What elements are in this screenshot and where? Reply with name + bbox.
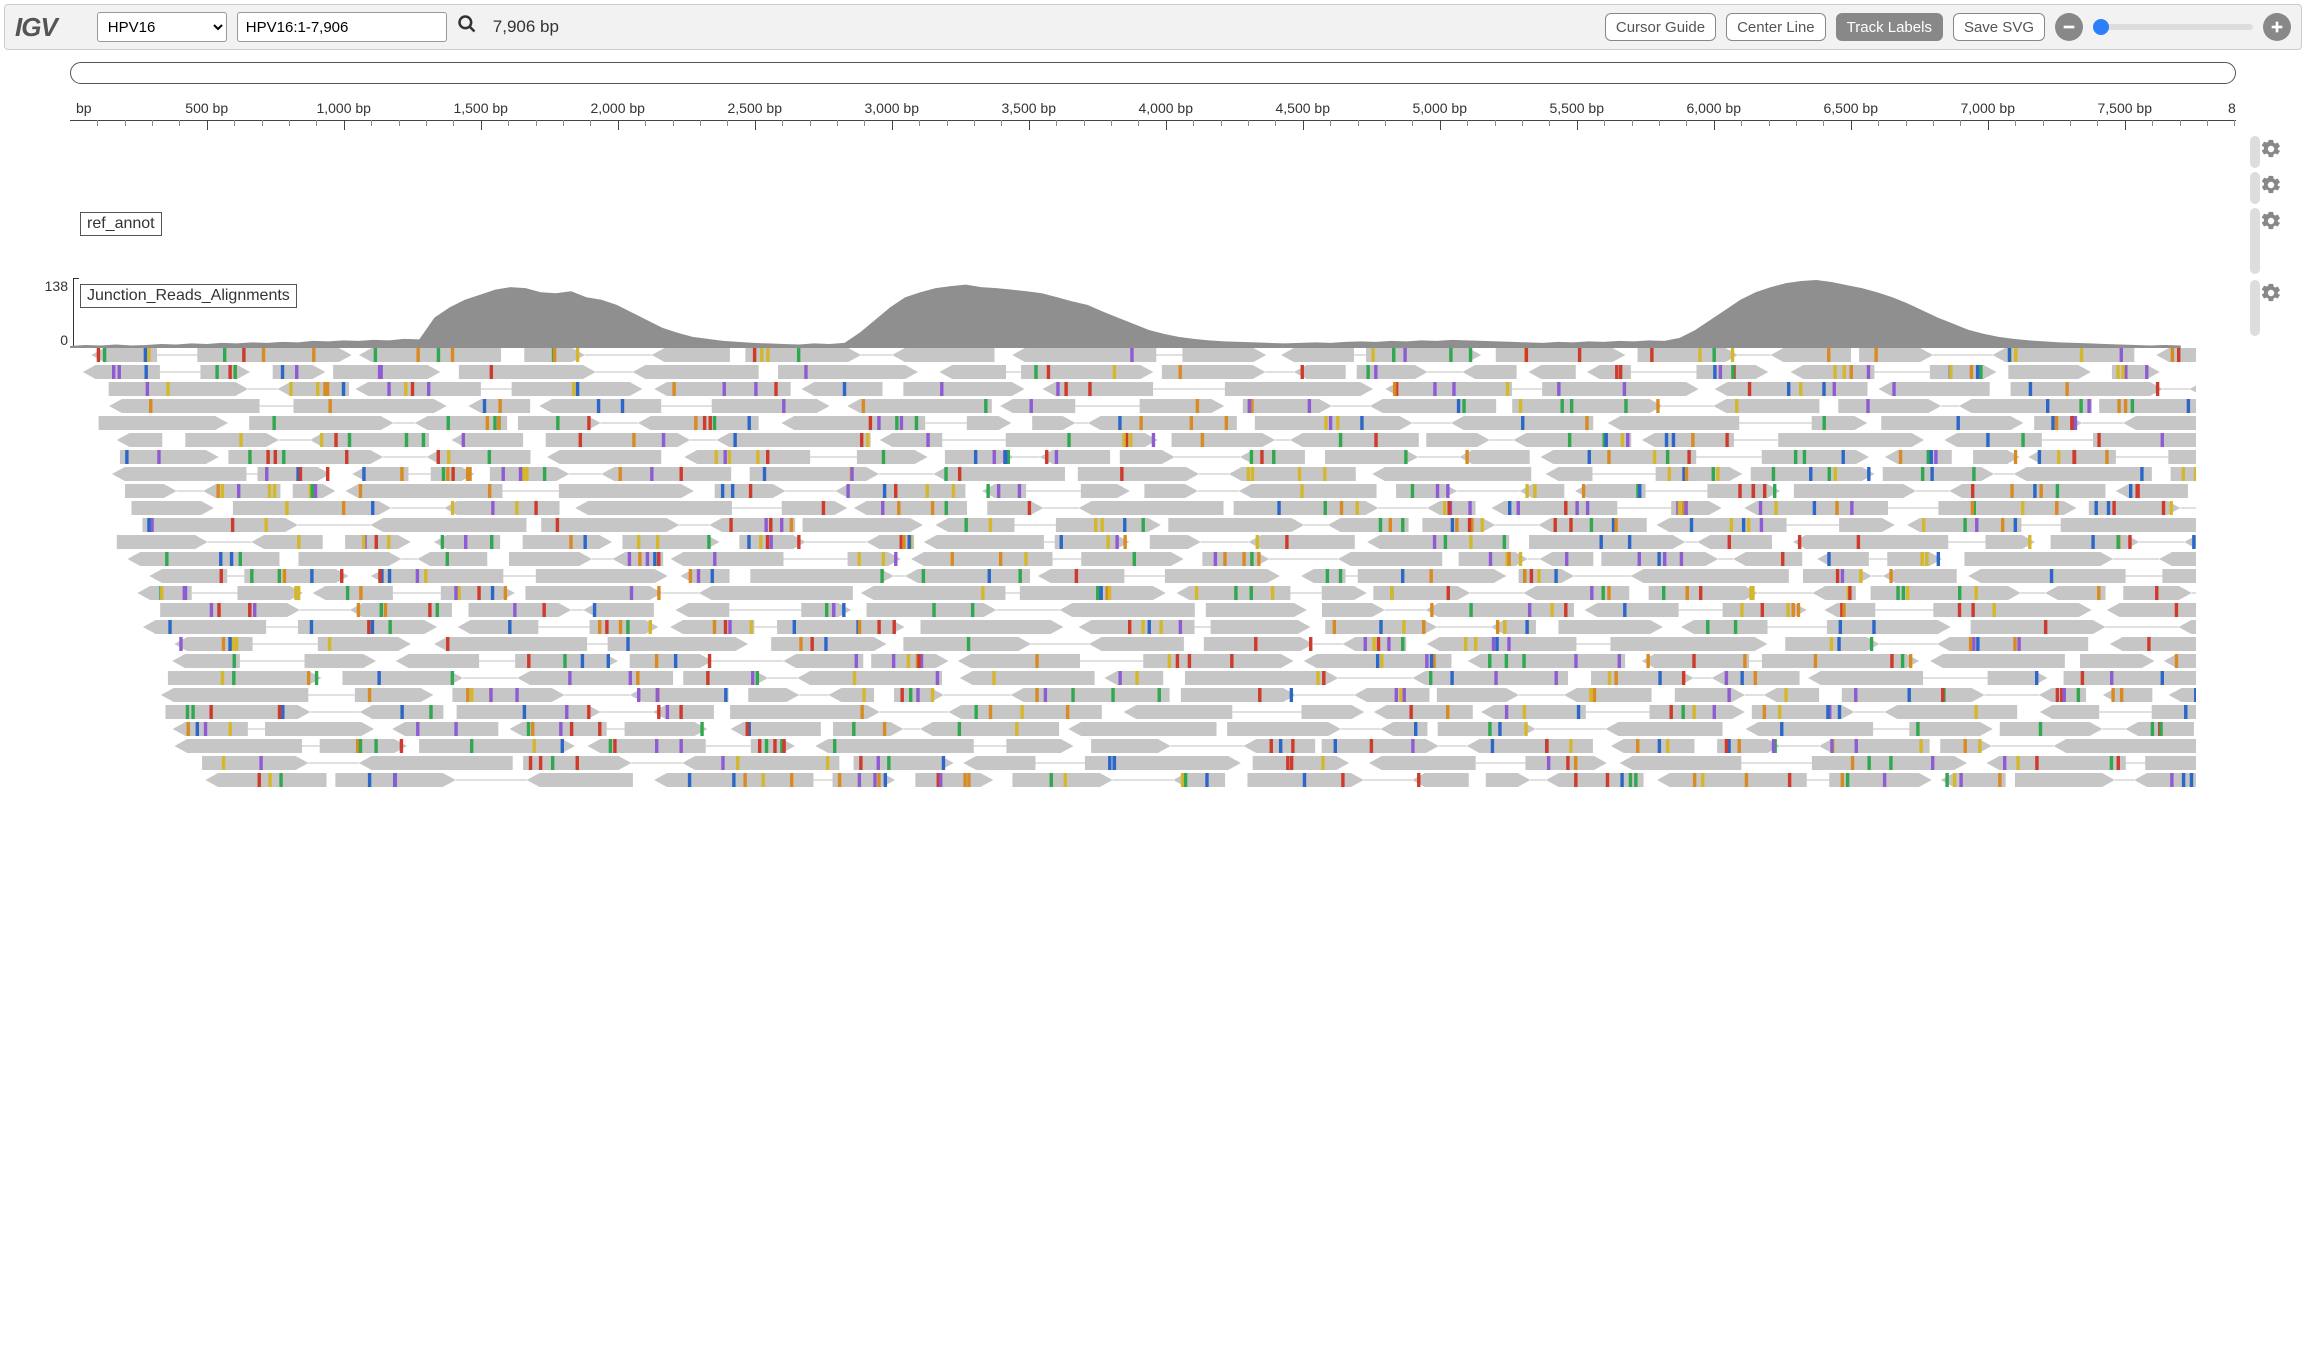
ideogram[interactable] [70,62,2236,84]
cursor-guide-button[interactable]: Cursor Guide [1605,13,1716,41]
gear-icon[interactable] [2260,138,2282,160]
coverage-label: Junction_Reads_Alignments [80,284,297,308]
alignment-track[interactable] [70,348,2196,790]
locus-input[interactable] [237,12,447,42]
ref-annot-track: ref_annot [10,206,2296,278]
zoom-in-button[interactable] [2263,13,2291,41]
empty-track [10,170,2296,206]
gear-icon[interactable] [2260,282,2282,304]
tracks-container: ref_annot 138 0 Junction_Reads_Alignment… [10,134,2296,790]
toolbar: IGV HPV16 7,906 bp Cursor Guide Center L… [4,4,2302,50]
logo: IGV [15,12,57,43]
coverage-max: 138 [45,278,68,294]
genome-select[interactable]: HPV16 [97,12,227,42]
track-labels-button[interactable]: Track Labels [1836,13,1943,41]
ref-annot-label: ref_annot [80,212,162,236]
center-line-button[interactable]: Center Line [1726,13,1826,41]
coverage-min: 0 [60,332,68,348]
search-icon[interactable] [457,14,477,40]
span-label: 7,906 bp [493,17,559,37]
sequence-track [10,134,2296,170]
ruler[interactable]: bp8,500 bp1,000 bp1,500 bp2,000 bp2,500 … [70,98,2236,134]
gear-icon[interactable] [2260,174,2282,196]
zoom-slider[interactable] [2093,24,2253,30]
ideogram-row [70,62,2236,84]
alignment-group: 138 0 Junction_Reads_Alignments [10,278,2296,790]
gear-icon[interactable] [2260,210,2282,232]
zoom-thumb[interactable] [2093,19,2109,35]
coverage-track[interactable]: Junction_Reads_Alignments [70,278,2196,348]
save-svg-button[interactable]: Save SVG [1953,13,2045,41]
zoom-out-button[interactable] [2055,13,2083,41]
